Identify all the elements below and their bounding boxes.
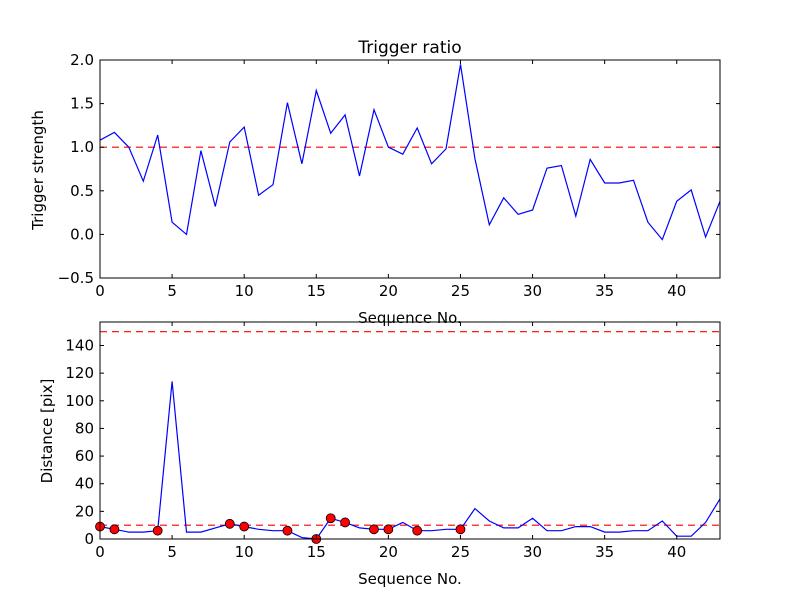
top-chart-title: Trigger ratio — [357, 38, 461, 58]
bottom-marker-point — [369, 524, 379, 535]
bottom-marker-point — [325, 513, 336, 524]
top-x-tick-label: 5 — [167, 282, 177, 300]
top-x-tick-label: 10 — [235, 282, 254, 300]
top-y-tick-label: 0.5 — [70, 182, 94, 200]
bottom-marker-point — [239, 521, 250, 532]
top-x-tick-label: 35 — [595, 282, 614, 300]
bottom-x-tick-label: 5 — [167, 543, 177, 561]
bottom-series-line — [99, 381, 721, 540]
bottom-marker-point — [109, 524, 120, 535]
top-y-tick-label: 1.5 — [70, 95, 94, 113]
bottom-y-tick-label: 100 — [65, 392, 94, 410]
bottom-marker-point — [383, 524, 394, 535]
bottom-marker-point — [282, 525, 293, 536]
bottom-y-tick-label: 140 — [65, 336, 94, 354]
bottom-axes-frame — [99, 321, 721, 540]
bottom-x-tick-label: 30 — [523, 543, 542, 561]
bottom-y-tick-label: 20 — [75, 502, 94, 520]
top-series-line — [99, 64, 721, 241]
top-y-tick-label: −0.5 — [58, 269, 94, 287]
top-y-tick-label: 1.0 — [70, 138, 94, 156]
bottom-y-axis-label: Distance [pix] — [38, 379, 56, 484]
top-plot: 0 5 10 15 20 25 30 35 40 −0.5 0.0 0.5 1.0 1.5 2.0 — [58, 51, 721, 300]
bottom-marker-point — [340, 517, 351, 528]
top-x-tick-label: 15 — [307, 282, 326, 300]
bottom-y-tick-label: 0 — [84, 530, 94, 548]
bottom-plot: 0 5 10 15 20 25 30 35 40 0 20 40 60 80 100 120 140 — [65, 321, 721, 561]
bottom-y-tick-label: 60 — [75, 447, 94, 465]
top-x-tick-label: 0 — [95, 282, 105, 300]
top-axes-frame — [99, 59, 721, 279]
bottom-x-tick-label: 25 — [451, 543, 470, 561]
bottom-x-tick-label: 40 — [667, 543, 686, 561]
bottom-y-tick-label: 120 — [65, 364, 94, 382]
top-x-axis-label: Sequence No. — [358, 309, 462, 327]
bottom-x-tick-label: 20 — [379, 543, 398, 561]
bottom-x-tick-label: 15 — [307, 543, 326, 561]
bottom-y-tick-label: 40 — [75, 475, 94, 493]
top-x-tick-label: 20 — [379, 282, 398, 300]
top-x-tick-label: 30 — [523, 282, 542, 300]
top-x-tick-label: 25 — [451, 282, 470, 300]
bottom-marker-point — [152, 525, 163, 536]
top-y-tick-label: 0.0 — [70, 225, 94, 243]
bottom-x-axis-label: Sequence No. — [358, 570, 462, 588]
bottom-y-tick-label: 80 — [75, 419, 94, 437]
top-y-axis-label: Trigger strength — [29, 110, 47, 231]
bottom-marker-point — [224, 518, 235, 529]
top-x-tick-label: 40 — [667, 282, 686, 300]
top-y-tick-label: 2.0 — [70, 51, 94, 69]
bottom-marker-point — [455, 524, 466, 535]
bottom-x-tick-label: 0 — [95, 543, 105, 561]
bottom-x-tick-label: 10 — [235, 543, 254, 561]
bottom-marker-point — [412, 525, 423, 536]
bottom-x-tick-label: 35 — [595, 543, 614, 561]
